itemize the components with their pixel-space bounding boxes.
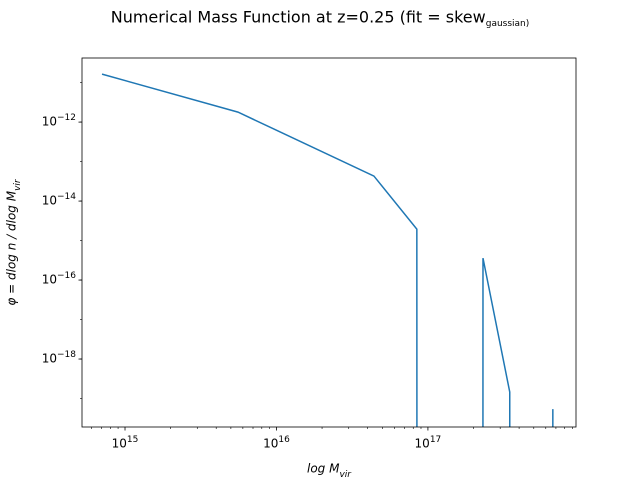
plot-frame <box>81 57 577 428</box>
chart-title: Numerical Mass Function at z=0.25 (fit =… <box>111 8 530 29</box>
x-axis-label: log Mvir <box>307 462 352 480</box>
x-tick-label: 1017 <box>415 435 442 451</box>
x-tick-label: 1016 <box>263 435 290 451</box>
x-tick-label: 1015 <box>112 435 139 451</box>
y-axis-label: φ = dlog n / dlog Mvir <box>5 178 23 306</box>
y-tick-label: 10−18 <box>42 350 77 366</box>
y-tick-label: 10−16 <box>42 271 77 287</box>
y-tick-label: 10−12 <box>42 113 76 129</box>
data-line <box>101 73 554 427</box>
y-tick-label: 10−14 <box>42 192 77 208</box>
